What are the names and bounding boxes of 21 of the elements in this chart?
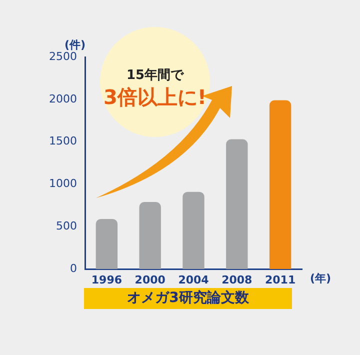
annotation: 15年間で	[125, 67, 185, 84]
y-tick-label: 2500	[49, 50, 77, 63]
x-tick-label: 1996	[91, 273, 122, 286]
bar	[269, 100, 292, 269]
y-tick-label: 1000	[49, 177, 77, 190]
x-axis-title: (年)	[310, 272, 332, 285]
text: オメガ3研究論文数	[84, 288, 292, 309]
y-tick-label: 500	[56, 219, 77, 232]
x-tick-label: 2011	[264, 273, 296, 286]
x-tick-label: 2000	[134, 273, 166, 286]
bar	[226, 139, 248, 269]
y-tick-label: 0	[70, 262, 77, 275]
y-tick-label: 2000	[49, 92, 77, 106]
bar	[96, 218, 118, 269]
y-axis-title: (件)	[64, 38, 86, 52]
y-tick-label: 1500	[49, 134, 77, 148]
annotation: 3倍以上に!	[102, 84, 208, 111]
x-tick-label: 2008	[222, 273, 252, 286]
x-tick-label: 2004	[178, 273, 210, 286]
bar	[139, 202, 161, 269]
bar	[182, 192, 204, 269]
